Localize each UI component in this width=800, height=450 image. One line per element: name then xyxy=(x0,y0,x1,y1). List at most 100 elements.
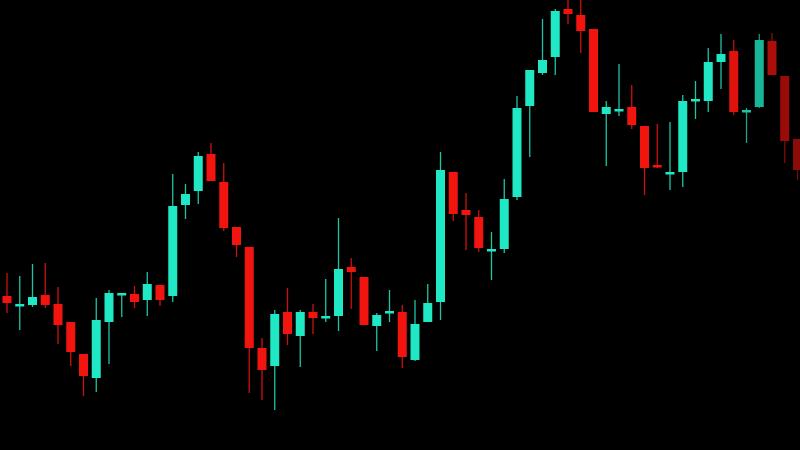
candle-down xyxy=(79,354,88,396)
candle-body xyxy=(589,29,598,112)
candle-up xyxy=(321,279,331,322)
candle-up xyxy=(691,81,700,119)
candle-body xyxy=(397,312,407,357)
candle-down xyxy=(232,227,241,257)
candle-body xyxy=(729,51,739,112)
candle-body xyxy=(474,217,484,248)
candle-body xyxy=(678,101,688,172)
candle-body xyxy=(372,315,382,326)
candle-body xyxy=(448,172,458,214)
candle-up xyxy=(423,284,433,322)
candle-body xyxy=(104,293,114,322)
candle-down xyxy=(283,288,292,345)
candle-down xyxy=(359,277,369,325)
candle-body xyxy=(232,227,241,245)
candle-body xyxy=(28,297,37,305)
candle-body xyxy=(193,156,203,191)
candle-body xyxy=(665,172,675,175)
candle-down xyxy=(2,273,12,313)
candle-down xyxy=(767,33,777,75)
candle-body xyxy=(142,284,152,300)
candle-body xyxy=(691,99,700,102)
candle-down xyxy=(627,85,637,129)
candle-up xyxy=(742,108,751,143)
candle-body xyxy=(283,312,292,334)
candle-down xyxy=(53,287,63,344)
candle-body xyxy=(359,277,369,325)
candle-down xyxy=(461,193,471,250)
candle-up xyxy=(499,179,509,253)
candle-down xyxy=(563,0,573,24)
candle-body xyxy=(716,54,726,62)
candle-body xyxy=(601,107,611,114)
candle-body xyxy=(550,11,560,57)
candle-up xyxy=(372,313,382,351)
candle-body xyxy=(346,267,356,272)
candle-up xyxy=(142,272,152,316)
candle-down xyxy=(448,172,458,221)
candle-body xyxy=(703,62,713,101)
candle-up xyxy=(270,310,280,410)
candle-body xyxy=(627,107,637,125)
candle-body xyxy=(487,249,496,252)
candle-body xyxy=(780,76,790,141)
candle-up xyxy=(512,96,522,200)
candle-down xyxy=(793,139,800,180)
candle-body xyxy=(461,210,471,215)
candle-body xyxy=(168,206,178,296)
candle-down xyxy=(244,247,254,393)
candle-body xyxy=(219,182,229,228)
candle-up xyxy=(614,64,624,116)
candle-body xyxy=(640,126,649,168)
candle-up xyxy=(181,184,190,219)
candle-down xyxy=(729,40,739,115)
candle-body xyxy=(754,40,764,107)
candle-down xyxy=(66,322,76,366)
candle-body xyxy=(181,194,190,205)
candle-body xyxy=(793,139,800,170)
candle-up xyxy=(601,101,611,166)
candle-up xyxy=(410,300,420,361)
candle-body xyxy=(410,324,420,360)
candle-body xyxy=(79,354,88,376)
candle-body xyxy=(767,41,777,75)
candle-up xyxy=(754,34,764,108)
candle-up xyxy=(703,48,713,112)
candle-body xyxy=(499,199,509,249)
candle-body xyxy=(308,312,318,318)
candle-body xyxy=(385,311,394,314)
candle-down xyxy=(474,210,484,252)
candle-up xyxy=(104,290,114,364)
candle-down xyxy=(576,0,586,53)
candle-down xyxy=(308,304,318,334)
candle-down xyxy=(130,286,139,308)
candle-up xyxy=(28,264,37,307)
candle-down xyxy=(219,163,229,231)
candle-down xyxy=(652,124,662,168)
candle-down xyxy=(206,143,216,181)
candle-down xyxy=(780,76,790,163)
candle-up xyxy=(168,174,178,302)
candle-body xyxy=(91,320,101,378)
candle-body xyxy=(270,314,280,366)
candle-body xyxy=(742,110,751,113)
candle-up xyxy=(295,310,305,367)
candle-body xyxy=(257,348,267,370)
candle-body xyxy=(130,294,139,302)
candle-body xyxy=(206,154,216,181)
candle-body xyxy=(538,60,547,73)
candle-up xyxy=(487,232,496,280)
candle-up xyxy=(385,290,394,322)
candle-body xyxy=(117,293,127,296)
candle-up xyxy=(91,298,101,392)
candle-up xyxy=(334,218,343,331)
candle-up xyxy=(665,122,675,190)
candle-body xyxy=(66,322,76,352)
candle-down xyxy=(589,29,598,112)
candle-body xyxy=(155,285,165,300)
candle-body xyxy=(321,316,331,319)
candle-down xyxy=(397,305,407,368)
candle-body xyxy=(563,9,573,14)
candle-up xyxy=(193,152,203,204)
candle-body xyxy=(614,109,624,112)
